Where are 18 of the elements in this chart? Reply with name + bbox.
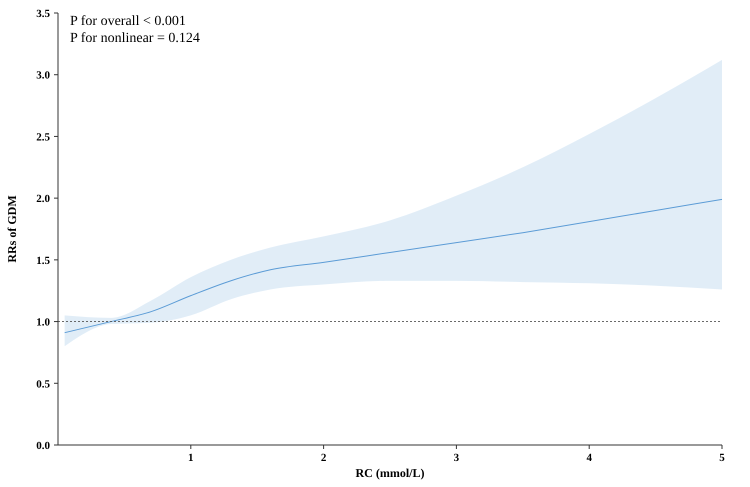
y-tick-label: 1.0	[36, 316, 50, 329]
x-axis-title: RC (mmol/L)	[356, 466, 424, 480]
y-tick-label: 0.5	[36, 378, 50, 390]
x-tick-label: 1	[188, 452, 194, 464]
x-tick-label: 5	[719, 452, 726, 464]
annotation: P for nonlinear = 0.124	[70, 31, 200, 46]
y-tick-label: 2.5	[36, 131, 50, 144]
y-tick-label: 3.5	[36, 8, 50, 20]
y-tick-label: 1.5	[36, 254, 50, 267]
y-tick-label: 3.0	[36, 70, 50, 82]
y-tick-label: 2.0	[36, 193, 50, 206]
x-tick-label: 2	[320, 452, 327, 464]
y-axis-title: RRs of GDM	[5, 195, 19, 263]
x-tick-label: 4	[586, 452, 592, 464]
annotation: P for overall < 0.001	[70, 14, 186, 29]
x-tick-label: 3	[454, 452, 460, 464]
line-series	[64, 198, 722, 334]
y-tick-label: 0.0	[36, 440, 50, 452]
